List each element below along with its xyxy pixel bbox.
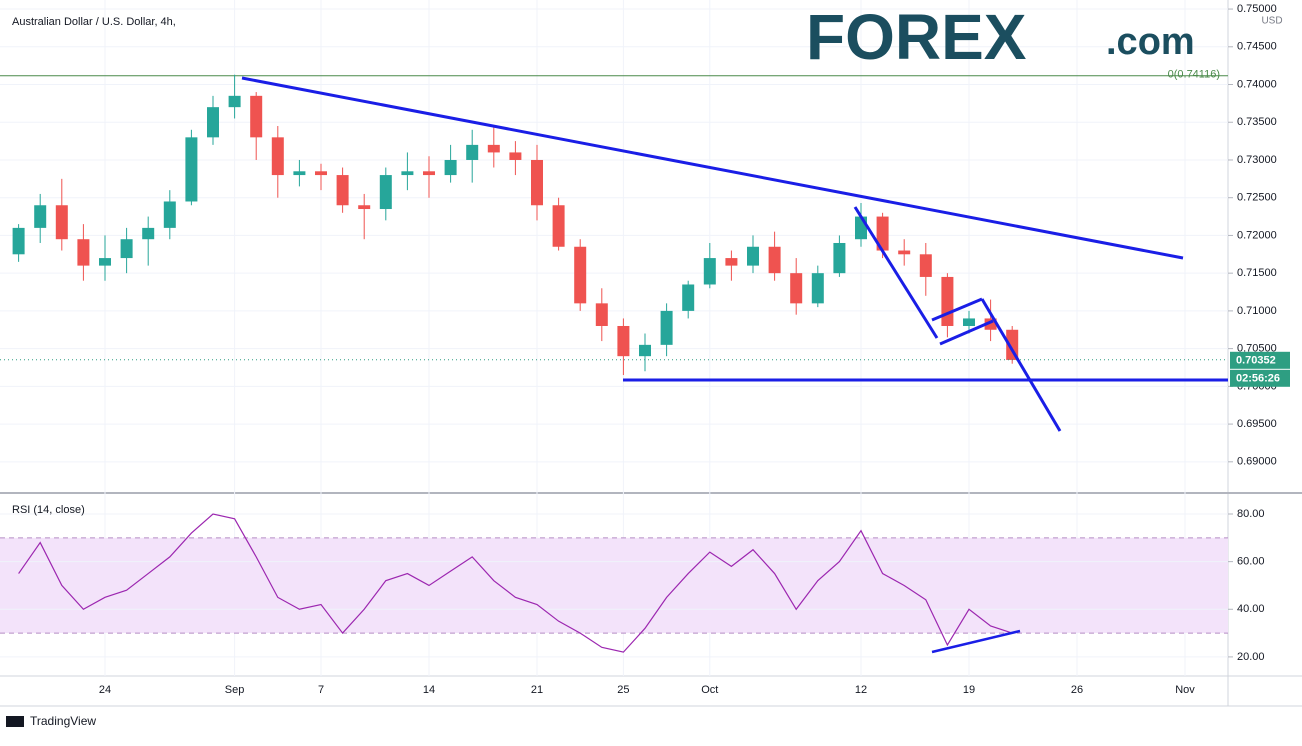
candle-body — [466, 144, 479, 160]
candle-body — [228, 95, 241, 108]
y-tick-label: 0.71500 — [1237, 267, 1277, 279]
y-tick-label: 0.74500 — [1237, 41, 1277, 53]
candle-body — [250, 95, 263, 138]
y-tick-label: 0.73500 — [1237, 116, 1277, 128]
candle-body — [660, 310, 673, 345]
candle-body — [120, 239, 133, 259]
candle-body — [790, 273, 803, 304]
drawings — [241, 76, 1228, 654]
candle-body — [768, 246, 781, 274]
candle-body — [315, 171, 327, 176]
candle-body — [77, 239, 90, 266]
candle-body — [725, 258, 738, 266]
candle-body — [444, 159, 457, 176]
x-tick-label: 14 — [423, 684, 435, 696]
reference-label: 0(0.74116) — [1168, 69, 1220, 81]
y-tick-label: 0.69000 — [1237, 456, 1277, 468]
candle-body — [747, 246, 759, 266]
candle-body — [963, 318, 975, 326]
y-tick-label: 0.72500 — [1237, 192, 1277, 204]
candle-body — [379, 175, 392, 210]
x-tick-label: Nov — [1175, 684, 1195, 696]
x-tick-label: 26 — [1071, 684, 1083, 696]
x-tick-label: 19 — [963, 684, 975, 696]
candle-body — [12, 227, 25, 255]
y-tick-label: 40.00 — [1237, 603, 1265, 615]
flag-upper — [931, 297, 983, 322]
candle-body — [876, 216, 889, 251]
x-tick-label: 21 — [531, 684, 543, 696]
candle-body — [207, 107, 219, 138]
candle-body — [595, 303, 608, 326]
y-tick-label: 0.70500 — [1237, 343, 1277, 355]
candle-body — [509, 152, 522, 160]
x-tick-label: 12 — [855, 684, 867, 696]
candle-body — [423, 171, 435, 176]
rsi-title: RSI (14, close) — [12, 504, 85, 516]
candle-body — [163, 201, 176, 228]
countdown-label: 02:56:26 — [1236, 373, 1280, 385]
candle-body — [574, 246, 587, 304]
y-tick-label: 20.00 — [1237, 651, 1265, 663]
candle-body — [833, 242, 846, 274]
y-tick-label: 0.73000 — [1237, 154, 1277, 166]
y-tick-label: 0.72000 — [1237, 229, 1277, 241]
candle-body — [99, 258, 111, 266]
candle-body — [855, 216, 867, 240]
candle-body — [703, 258, 716, 285]
y-tick-label: 0.75000 — [1237, 3, 1277, 15]
candle-body — [293, 171, 306, 176]
candle-body — [142, 227, 155, 240]
candle-body — [984, 318, 997, 330]
countdown-tag — [1230, 369, 1290, 387]
last-price-label: 0.70352 — [1236, 355, 1276, 367]
trend-line — [241, 76, 1184, 260]
candle-body — [552, 205, 565, 247]
rsi-line — [18, 513, 1013, 653]
candle-body — [898, 250, 911, 255]
y-tick-label: 0.71000 — [1237, 305, 1277, 317]
logo-main: FOREX — [806, 1, 1027, 73]
y-tick-label: 0.74000 — [1237, 78, 1277, 90]
candle-body — [487, 144, 500, 153]
logo-suffix: .com — [1106, 21, 1195, 63]
candle-body — [531, 159, 543, 206]
y-tick-label: 80.00 — [1237, 508, 1265, 520]
chart-title: Australian Dollar / U.S. Dollar, 4h, — [12, 16, 176, 28]
candle-body — [34, 205, 47, 228]
y-tick-label: 60.00 — [1237, 556, 1265, 568]
x-tick-label: 24 — [99, 684, 111, 696]
candle-body — [336, 175, 349, 206]
flag-pole — [853, 206, 939, 339]
x-tick-label: 25 — [617, 684, 629, 696]
candle-body — [639, 344, 651, 357]
x-tick-label: Oct — [701, 684, 718, 696]
candle-body — [941, 276, 954, 326]
candle-body — [271, 137, 284, 176]
candle-body — [811, 273, 824, 304]
candle-body — [919, 254, 932, 277]
last-price-tag — [1230, 351, 1290, 369]
candle-body — [682, 284, 695, 311]
rsi-divergence-line — [931, 629, 1021, 654]
x-tick-label: 7 — [318, 684, 324, 696]
candle-body — [358, 205, 371, 210]
candle-body — [617, 325, 630, 357]
currency: USD — [1261, 16, 1282, 27]
candle-body — [185, 137, 198, 202]
y-tick-label: 0.69500 — [1237, 418, 1277, 430]
footer-brand: TradingView — [30, 714, 96, 728]
rsi-band — [0, 537, 1228, 634]
candle-body — [401, 171, 414, 176]
flag-lower — [939, 319, 994, 346]
flag-breakout — [980, 298, 1062, 432]
x-tick-label: Sep — [225, 684, 245, 696]
footer-logo — [6, 716, 24, 727]
candle-body — [55, 205, 68, 240]
